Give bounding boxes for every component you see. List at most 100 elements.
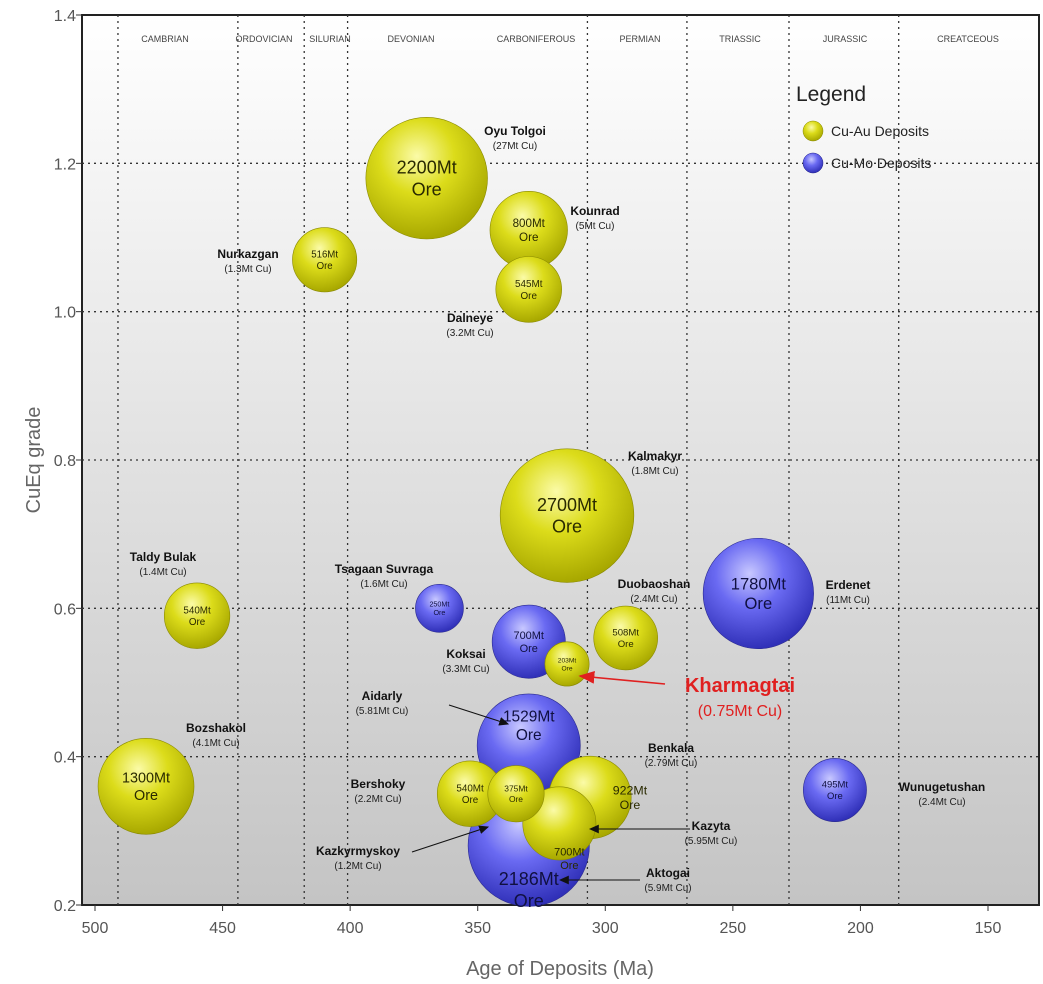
annotation-aidarly: Aidarly (5.81Mt Cu) xyxy=(356,689,409,717)
deposit-name-dalneye: Dalneye xyxy=(447,311,493,325)
bubble-circle-dalneye xyxy=(495,256,562,323)
ore-unit-taldy-bulak: Ore xyxy=(189,617,206,628)
bubble-circle-nurkazgan xyxy=(292,227,358,293)
deposit-cu-benkala: (2.79Mt Cu) xyxy=(645,758,698,769)
ore-label-kazyta: 700Mt xyxy=(554,847,585,859)
deposit-cu-duobaoshan: (2.4Mt Cu) xyxy=(630,594,677,605)
ore-label-kalmakyr: 2700Mt xyxy=(537,495,597,515)
x-tick-label: 250 xyxy=(720,920,747,937)
ore-label-koksai: 700Mt xyxy=(513,630,544,642)
period-label: ORDOVICIAN xyxy=(235,34,292,44)
deposit-name-aktogai: Aktogai xyxy=(646,866,690,880)
bubble-circle-bozshakol xyxy=(97,738,195,835)
ore-unit-wunugetushan: Ore xyxy=(827,791,843,802)
y-tick-label: 0.2 xyxy=(54,898,76,915)
deposit-name-benkala: Benkala xyxy=(648,741,694,755)
ore-label-tsagaan-suvraga: 250Mt xyxy=(429,600,449,609)
bubble-circle-kalmakyr xyxy=(499,448,635,583)
annotations: Oyu Tolgoi (27Mt Cu) Kounrad (5Mt Cu) Dalney… xyxy=(130,124,985,894)
ore-unit-bershoky: Ore xyxy=(462,795,479,806)
ore-unit-kazyta: Ore xyxy=(560,860,578,872)
ore-unit-koksai: Ore xyxy=(520,643,538,655)
annotation-bozshakol: Bozshakol (4.1Mt Cu) xyxy=(186,721,246,749)
deposit-cu-wunugetushan: (2.4Mt Cu) xyxy=(918,797,965,808)
ore-label-aidarly: 1529Mt xyxy=(503,709,555,726)
ore-label-nurkazgan: 516Mt xyxy=(311,249,338,260)
x-tick-label: 200 xyxy=(847,920,874,937)
y-tick-label: 0.6 xyxy=(54,601,76,618)
legend-label-cu-mo: Cu-Mo Deposits xyxy=(831,155,931,171)
ore-unit-bozshakol: Ore xyxy=(134,788,158,804)
ore-unit-kalmakyr: Ore xyxy=(552,517,582,537)
annotation-kazkyrmyskoy: Kazkyrmyskoy (1.2Mt Cu) xyxy=(316,844,400,872)
ore-unit-nurkazgan: Ore xyxy=(317,261,333,272)
ore-label-bershoky: 540Mt xyxy=(456,783,484,794)
period-label: TRIASSIC xyxy=(719,34,761,44)
period-label: CAMBRIAN xyxy=(141,34,189,44)
deposit-name-tsagaan-suvraga: Tsagaan Suvraga xyxy=(335,562,434,576)
deposit-cu-tsagaan-suvraga: (1.6Mt Cu) xyxy=(360,579,407,590)
annotation-wunugetushan: Wunugetushan (2.4Mt Cu) xyxy=(899,780,985,808)
deposit-name-kazyta: Kazyta xyxy=(692,819,731,833)
annotation-tsagaan-suvraga: Tsagaan Suvraga (1.6Mt Cu) xyxy=(335,562,434,590)
y-tick-label: 0.8 xyxy=(54,453,76,470)
y-tick-label: 1.2 xyxy=(54,156,76,173)
ore-unit-kazkyrmyskoy: Ore xyxy=(509,794,523,804)
deposit-cu-dalneye: (3.2Mt Cu) xyxy=(446,328,493,339)
ore-unit-erdenet: Ore xyxy=(745,594,773,613)
ore-label-kharmagtai: 203Mt xyxy=(558,657,577,664)
bubble-circle-taldy-bulak xyxy=(163,582,231,649)
ore-label-bozshakol: 1300Mt xyxy=(122,771,170,787)
deposit-name-koksai: Koksai xyxy=(446,647,485,661)
ore-label-dalneye: 545Mt xyxy=(515,279,543,290)
ore-unit-aidarly: Ore xyxy=(516,727,542,744)
deposit-cu-nurkazgan: (1.3Mt Cu) xyxy=(224,264,271,275)
y-tick-label: 0.4 xyxy=(54,750,76,767)
legend-label-cu-au: Cu-Au Deposits xyxy=(831,123,929,139)
period-label: CARBONIFEROUS xyxy=(497,34,576,44)
deposit-cu-kalmakyr: (1.8Mt Cu) xyxy=(631,466,678,477)
deposit-name-aidarly: Aidarly xyxy=(362,689,403,703)
deposit-cu-taldy-bulak: (1.4Mt Cu) xyxy=(139,567,186,578)
period-label: JURASSIC xyxy=(823,34,868,44)
x-tick-label: 350 xyxy=(464,920,491,937)
deposit-name-kalmakyr: Kalmakyr xyxy=(628,449,682,463)
ore-unit-tsagaan-suvraga: Ore xyxy=(433,608,445,617)
ore-unit-aktogai: Ore xyxy=(514,891,544,911)
annotation-benkala: Benkala (2.79Mt Cu) xyxy=(645,741,698,769)
kharmagtai-arrow xyxy=(578,670,666,685)
bubbles: 2200MtOre800MtOre545MtOre516MtOre2700MtO… xyxy=(97,117,867,911)
ore-unit-oyu-tolgoi: Ore xyxy=(412,179,442,199)
bubble-circle-duobaoshan xyxy=(593,605,658,671)
annotation-kharmagtai: Kharmagtai (0.75Mt Cu) xyxy=(578,670,795,720)
deposit-name-duobaoshan: Duobaoshan xyxy=(618,577,691,591)
annotation-aktogai: Aktogai (5.9Mt Cu) xyxy=(644,866,691,894)
x-tick-label: 300 xyxy=(592,920,619,937)
legend-swatch-cu-au xyxy=(802,120,824,142)
period-label: CREATCEOUS xyxy=(937,34,999,44)
x-tick-label: 450 xyxy=(209,920,236,937)
x-tick-label: 150 xyxy=(975,920,1002,937)
deposit-name-wunugetushan: Wunugetushan xyxy=(899,780,985,794)
annotation-oyu-tolgoi: Oyu Tolgoi (27Mt Cu) xyxy=(484,124,546,152)
x-axis-label: Age of Deposits (Ma) xyxy=(466,958,654,980)
bubble-circle-kazkyrmyskoy xyxy=(487,765,545,823)
ore-label-benkala: 922Mt xyxy=(613,783,648,797)
ore-unit-dalneye: Ore xyxy=(521,291,538,302)
annotation-arrow xyxy=(448,704,510,726)
y-tick-label: 1.0 xyxy=(54,305,76,322)
annotation-arrow xyxy=(411,825,490,853)
annotation-koksai: Koksai (3.3Mt Cu) xyxy=(442,647,489,675)
annotation-dalneye: Dalneye (3.2Mt Cu) xyxy=(446,311,493,339)
ore-label-oyu-tolgoi: 2200Mt xyxy=(397,158,457,178)
deposit-cu-kharmagtai: (0.75Mt Cu) xyxy=(698,703,782,720)
deposit-cu-bershoky: (2.2Mt Cu) xyxy=(354,794,401,805)
y-axis-label: CuEq grade xyxy=(23,407,45,514)
deposit-cu-aidarly: (5.81Mt Cu) xyxy=(356,706,409,717)
deposit-name-bershoky: Bershoky xyxy=(351,777,406,791)
